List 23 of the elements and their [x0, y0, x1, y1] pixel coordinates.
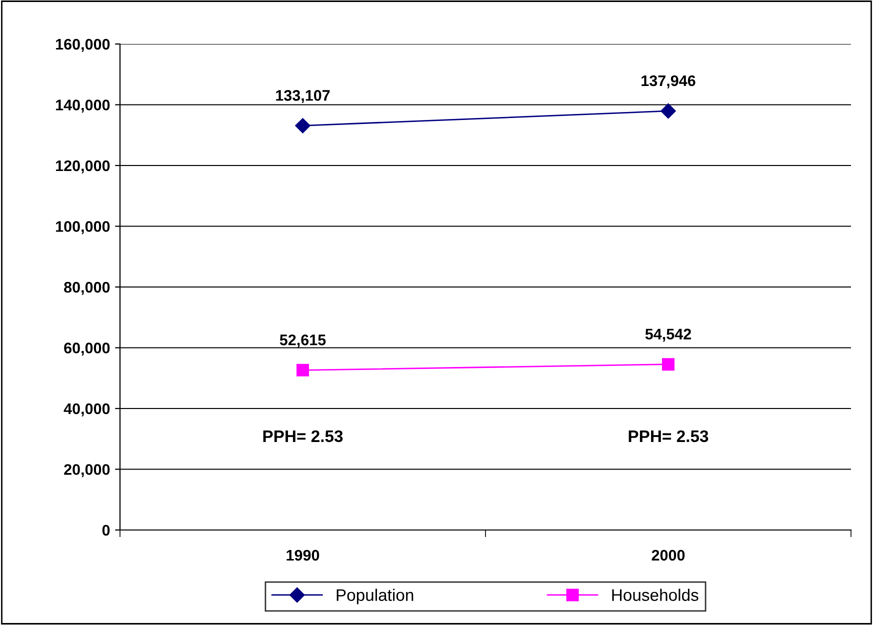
data-label: 137,946: [642, 75, 696, 88]
y-tick-label: 0: [102, 524, 110, 536]
y-tick-label: 20,000: [64, 464, 110, 478]
x-tick-label: 2000: [652, 550, 685, 561]
point: [662, 358, 674, 371]
y-tick-label: 40,000: [64, 403, 110, 416]
point: [295, 118, 310, 134]
point: [660, 103, 676, 119]
legend-label: Population: [336, 588, 414, 604]
x-tick-label: 1990: [286, 550, 320, 561]
y-tick-label: 60,000: [64, 342, 110, 356]
annotation: PPH= 2.53: [628, 430, 708, 442]
y-tick-label: 80,000: [64, 282, 110, 295]
y-tick-label: 160,000: [56, 38, 110, 52]
data-label: 52,615: [280, 334, 326, 348]
point: [296, 364, 309, 376]
data-label: 133,107: [276, 90, 330, 104]
data-label: 54,542: [645, 328, 692, 342]
legend-label: Households: [612, 588, 698, 601]
y-tick-label: 120,000: [56, 160, 110, 174]
annotation: PPH= 2.53: [263, 430, 343, 442]
y-tick-label: 100,000: [56, 221, 110, 234]
y-tick-label: 140,000: [56, 100, 110, 113]
